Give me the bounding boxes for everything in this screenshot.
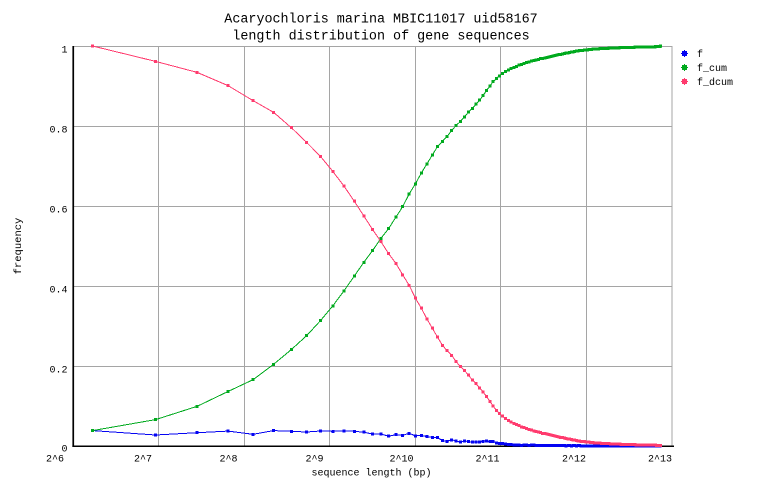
svg-text:f_dcum: f_dcum [697, 77, 733, 89]
svg-text:0.2: 0.2 [49, 366, 67, 377]
svg-text:1: 1 [61, 46, 67, 57]
svg-text:2^7: 2^7 [134, 455, 152, 466]
svg-text:length distribution of gene se: length distribution of gene sequences [232, 29, 529, 44]
svg-text:0: 0 [61, 445, 67, 456]
svg-text:f: f [697, 49, 703, 61]
svg-text:frequency: frequency [13, 218, 25, 275]
svg-text:Acaryochloris marina MBIC11017: Acaryochloris marina MBIC11017 uid58167 [224, 12, 537, 27]
svg-text:f_cum: f_cum [697, 63, 727, 75]
svg-text:sequence length (bp): sequence length (bp) [311, 468, 431, 480]
svg-text:2^12: 2^12 [562, 455, 586, 466]
svg-text:2^8: 2^8 [219, 455, 237, 466]
svg-text:2^9: 2^9 [305, 455, 323, 466]
svg-text:0.8: 0.8 [49, 126, 67, 137]
svg-text:2^10: 2^10 [389, 455, 413, 466]
svg-text:0.4: 0.4 [49, 286, 67, 297]
svg-text:2^6: 2^6 [46, 455, 64, 466]
svg-text:2^11: 2^11 [475, 455, 499, 466]
svg-text:2^13: 2^13 [648, 455, 672, 466]
svg-text:0.6: 0.6 [49, 206, 67, 217]
